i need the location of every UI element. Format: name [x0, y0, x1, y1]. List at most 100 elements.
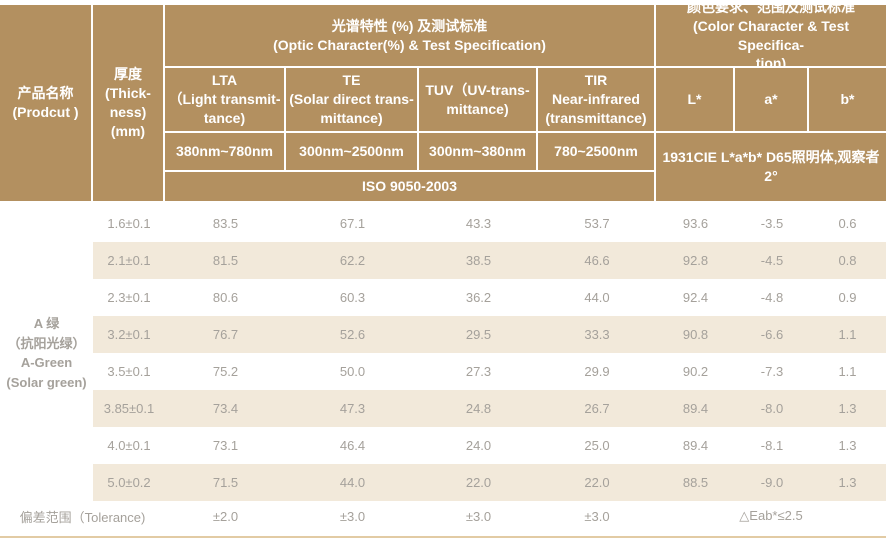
lta-value: 75.2 — [165, 353, 286, 390]
b-value: 0.8 — [809, 242, 886, 279]
product-spec-table: 产品名称 (Prodcut ) 厚度 (Thick- ness) (mm) 光谱… — [0, 0, 886, 538]
b-value: 1.3 — [809, 390, 886, 427]
l-value: 90.2 — [656, 353, 735, 390]
table-row: 4.0±0.1 73.1 46.4 24.0 25.0 89.4 -8.1 1.… — [0, 427, 886, 464]
header-range-lta: 380nm~780nm — [165, 133, 286, 172]
tolerance-lta: ±2.0 — [165, 501, 286, 531]
thickness-cell: 3.5±0.1 — [93, 353, 165, 390]
tolerance-color: △Eab*≤2.5 — [656, 501, 886, 531]
te-value: 60.3 — [286, 279, 419, 316]
header-l-star: L* — [656, 68, 735, 133]
a-value: -8.1 — [735, 427, 809, 464]
a-value: -7.3 — [735, 353, 809, 390]
table-row: 2.1±0.1 81.5 62.2 38.5 46.6 92.8 -4.5 0.… — [0, 242, 886, 279]
header-optic-group: 光谱特性 (%) 及测试标准 (Optic Character(%) & Tes… — [165, 5, 656, 68]
tir-value: 26.7 — [538, 390, 656, 427]
te-value: 47.3 — [286, 390, 419, 427]
header-color-group: 颜色要求、范围及测试标准 (Color Character & Test Spe… — [656, 0, 886, 71]
b-value: 1.3 — [809, 464, 886, 501]
tir-value: 44.0 — [538, 279, 656, 316]
lta-value: 83.5 — [165, 205, 286, 242]
te-value: 52.6 — [286, 316, 419, 353]
l-value: 92.4 — [656, 279, 735, 316]
l-value: 93.6 — [656, 205, 735, 242]
thickness-cell: 2.1±0.1 — [93, 242, 165, 279]
table-row: 3.2±0.1 76.7 52.6 29.5 33.3 90.8 -6.6 1.… — [0, 316, 886, 353]
tuv-value: 38.5 — [419, 242, 538, 279]
tir-value: 25.0 — [538, 427, 656, 464]
a-value: -4.5 — [735, 242, 809, 279]
tuv-value: 36.2 — [419, 279, 538, 316]
lta-value: 71.5 — [165, 464, 286, 501]
a-value: -4.8 — [735, 279, 809, 316]
header-tir: TIR Near-infrared (transmittance) — [538, 68, 656, 133]
tolerance-te: ±3.0 — [286, 501, 419, 531]
spec-body-table: A 绿 （抗阳光绿） A-Green (Solar green) 1.6±0.1… — [0, 205, 886, 531]
thickness-cell: 4.0±0.1 — [93, 427, 165, 464]
table-row: A 绿 （抗阳光绿） A-Green (Solar green) 1.6±0.1… — [0, 205, 886, 501]
thickness-cell: 3.85±0.1 — [93, 390, 165, 427]
header-optic-standard: ISO 9050-2003 — [165, 172, 656, 203]
table-row: 3.85±0.1 73.4 47.3 24.8 26.7 89.4 -8.0 1… — [0, 390, 886, 427]
b-value: 0.6 — [809, 205, 886, 242]
lta-value: 80.6 — [165, 279, 286, 316]
a-value: -3.5 — [735, 205, 809, 242]
header-range-te: 300nm~2500nm — [286, 133, 419, 172]
l-value: 88.5 — [656, 464, 735, 501]
lta-value: 81.5 — [165, 242, 286, 279]
l-value: 89.4 — [656, 390, 735, 427]
header-lta: LTA （Light transmit- tance) — [165, 68, 286, 133]
l-value: 89.4 — [656, 427, 735, 464]
header-color-standard: 1931CIE L*a*b* D65照明体,观察者2° — [656, 133, 886, 203]
tuv-value: 27.3 — [419, 353, 538, 390]
tolerance-tuv: ±3.0 — [419, 501, 538, 531]
lta-value: 73.1 — [165, 427, 286, 464]
header-te: TE (Solar direct trans- mittance) — [286, 68, 419, 133]
header-b-star: b* — [809, 68, 886, 133]
tir-value: 29.9 — [538, 353, 656, 390]
tir-value: 46.6 — [538, 242, 656, 279]
a-value: -8.0 — [735, 390, 809, 427]
tuv-value: 43.3 — [419, 205, 538, 242]
header-tuv: TUV（UV-trans- mittance) — [419, 68, 538, 133]
tuv-value: 22.0 — [419, 464, 538, 501]
thickness-cell: 5.0±0.2 — [93, 464, 165, 501]
header-range-tuv: 300nm~380nm — [419, 133, 538, 172]
a-value: -9.0 — [735, 464, 809, 501]
b-value: 1.1 — [809, 316, 886, 353]
header-range-tir: 780~2500nm — [538, 133, 656, 172]
table-row: 3.5±0.1 75.2 50.0 27.3 29.9 90.2 -7.3 1.… — [0, 353, 886, 390]
header-a-star: a* — [735, 68, 809, 133]
te-value: 44.0 — [286, 464, 419, 501]
tir-value: 53.7 — [538, 205, 656, 242]
thickness-cell: 2.3±0.1 — [93, 279, 165, 316]
te-value: 67.1 — [286, 205, 419, 242]
thickness-cell: 1.6±0.1 — [93, 205, 165, 242]
tuv-value: 24.8 — [419, 390, 538, 427]
tolerance-label: 偏差范围（Tolerance) — [0, 501, 165, 531]
tir-value: 33.3 — [538, 316, 656, 353]
tolerance-row: 偏差范围（Tolerance) ±2.0 ±3.0 ±3.0 ±3.0 △Eab… — [0, 501, 886, 531]
tolerance-tir: ±3.0 — [538, 501, 656, 531]
te-value: 62.2 — [286, 242, 419, 279]
l-value: 92.8 — [656, 242, 735, 279]
table-row: 2.3±0.1 80.6 60.3 36.2 44.0 92.4 -4.8 0.… — [0, 279, 886, 316]
bottom-divider — [0, 536, 886, 538]
thickness-cell: 3.2±0.1 — [93, 316, 165, 353]
a-value: -6.6 — [735, 316, 809, 353]
lta-value: 76.7 — [165, 316, 286, 353]
header-product: 产品名称 (Prodcut ) — [0, 5, 93, 203]
b-value: 1.3 — [809, 427, 886, 464]
lta-value: 73.4 — [165, 390, 286, 427]
b-value: 1.1 — [809, 353, 886, 390]
tir-value: 22.0 — [538, 464, 656, 501]
tuv-value: 29.5 — [419, 316, 538, 353]
te-value: 46.4 — [286, 427, 419, 464]
product-name-cell: A 绿 （抗阳光绿） A-Green (Solar green) — [0, 205, 93, 501]
tuv-value: 24.0 — [419, 427, 538, 464]
header-thickness: 厚度 (Thick- ness) (mm) — [93, 5, 165, 203]
te-value: 50.0 — [286, 353, 419, 390]
table-header: 产品名称 (Prodcut ) 厚度 (Thick- ness) (mm) 光谱… — [0, 0, 886, 203]
b-value: 0.9 — [809, 279, 886, 316]
table-row: 5.0±0.2 71.5 44.0 22.0 22.0 88.5 -9.0 1.… — [0, 464, 886, 501]
